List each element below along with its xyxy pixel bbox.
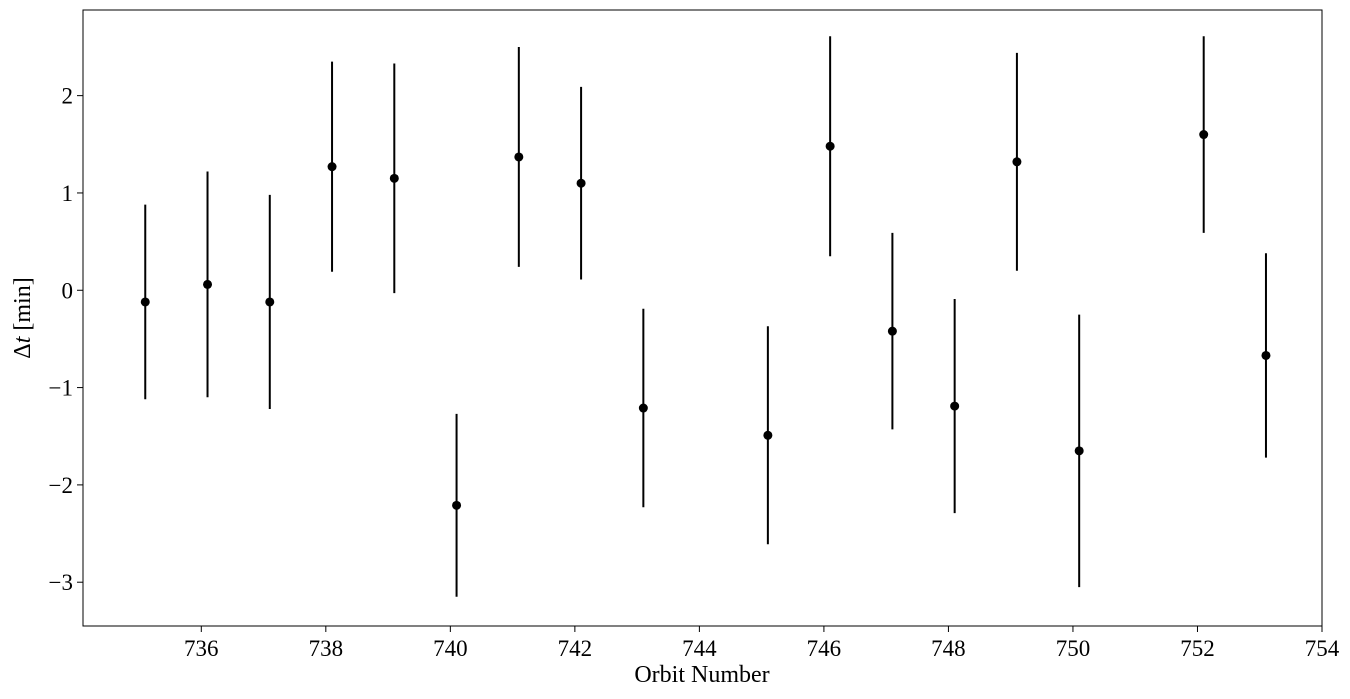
x-tick-label: 740 [433, 636, 468, 661]
x-tick-label: 748 [931, 636, 966, 661]
y-axis-title-symbol: Δ [10, 343, 36, 358]
data-point [1261, 350, 1271, 360]
y-tick-label: −1 [49, 376, 73, 401]
data-point [514, 152, 524, 162]
y-tick-label: 1 [62, 181, 74, 206]
x-tick-label: 738 [309, 636, 344, 661]
data-point [638, 403, 648, 413]
data-point [140, 297, 150, 307]
data-point [327, 162, 337, 172]
data-point [950, 401, 960, 411]
y-axis: −3 −2 −1 0 1 2 [49, 84, 83, 595]
y-axis-title: Δt [min] [10, 277, 36, 358]
data-point [1074, 446, 1084, 456]
data-point [825, 141, 835, 151]
data-point [265, 297, 275, 307]
data-point [203, 279, 213, 289]
data-point [763, 430, 773, 440]
x-tick-label: 752 [1180, 636, 1215, 661]
x-axis-title: Orbit Number [634, 662, 769, 688]
data-point [452, 500, 462, 510]
x-tick-label: 746 [807, 636, 842, 661]
y-tick-label: −3 [49, 570, 73, 595]
x-tick-label: 754 [1305, 636, 1340, 661]
y-tick-label: −2 [49, 473, 73, 498]
x-tick-label: 742 [558, 636, 593, 661]
data-point [1012, 157, 1022, 167]
x-tick-label: 750 [1056, 636, 1091, 661]
y-axis-title-variable: t [10, 335, 36, 343]
data-point [887, 326, 897, 336]
x-axis: 736 738 740 742 744 746 748 750 752 754 [184, 626, 1340, 661]
y-axis-title-unit: [min] [10, 277, 36, 336]
x-tick-label: 736 [184, 636, 219, 661]
plot-area [82, 9, 1323, 627]
data-point [576, 178, 586, 188]
y-tick-label: 0 [62, 278, 74, 303]
y-tick-label: 2 [62, 84, 74, 109]
x-tick-label: 744 [682, 636, 717, 661]
data-point [1199, 130, 1209, 140]
data-point [389, 173, 399, 183]
error-bar-series [140, 36, 1271, 597]
